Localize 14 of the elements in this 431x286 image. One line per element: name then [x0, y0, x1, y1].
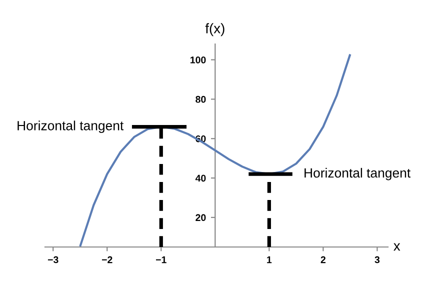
y-tick-label: 40	[195, 174, 206, 182]
x-tick-label: −2	[102, 256, 112, 264]
x-tick-label: 2	[320, 256, 326, 264]
annotation: Horizontal tangent	[304, 168, 410, 180]
x-tick-label: 3	[374, 256, 380, 264]
y-tick-label: 20	[196, 214, 206, 222]
y-tick-label: 80	[196, 96, 206, 103]
x-tick-label: 1	[267, 256, 272, 264]
annotation: Horizontal tangent	[18, 120, 124, 133]
x-tick-label: −1	[156, 256, 166, 264]
y-tick-label: 100	[190, 56, 206, 64]
x-axis-title: x	[394, 243, 400, 251]
x-tick-label: −3	[48, 256, 58, 264]
y-axis-title: f(x)	[205, 23, 224, 36]
